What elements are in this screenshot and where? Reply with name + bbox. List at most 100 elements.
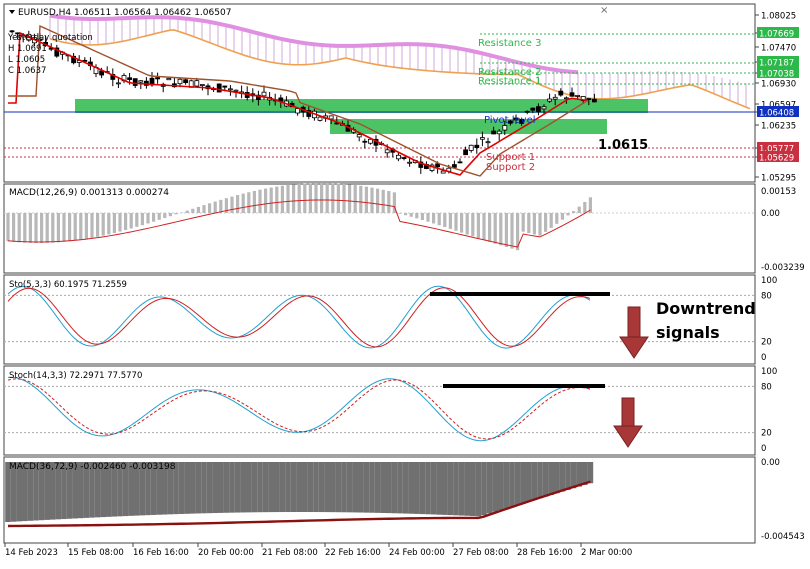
macd-hist-bar — [101, 213, 105, 236]
macd-hist-bar — [572, 211, 576, 213]
candle-body[interactable] — [328, 115, 334, 120]
macd2-hist-bar — [262, 462, 269, 513]
candle-body[interactable] — [586, 98, 592, 101]
candle-body[interactable] — [401, 157, 407, 159]
candle-body[interactable] — [166, 78, 172, 81]
dropdown-arrow-icon[interactable] — [9, 10, 15, 14]
candle-body[interactable] — [530, 107, 536, 111]
macd-hist-bar — [292, 184, 296, 213]
candle-body[interactable] — [356, 134, 362, 138]
candle-body[interactable] — [552, 96, 558, 100]
price-tag — [757, 106, 799, 117]
candle-body[interactable] — [216, 83, 222, 93]
candle-body[interactable] — [183, 79, 189, 84]
candle-body[interactable] — [255, 94, 261, 101]
candle-body[interactable] — [519, 118, 524, 124]
level-labels: Resistance 3 Resistance 2 Resistance 1 P… — [478, 38, 648, 173]
macd-hist-bar — [588, 197, 592, 213]
candle-body[interactable] — [558, 90, 564, 96]
candle-body[interactable] — [468, 144, 474, 151]
candle-body[interactable] — [440, 170, 446, 174]
macd-hist-bar — [392, 192, 396, 213]
candle-body[interactable] — [177, 78, 183, 85]
candle-body[interactable] — [507, 120, 513, 124]
candle-body[interactable] — [575, 94, 580, 97]
close-icon[interactable]: × — [600, 5, 608, 16]
candle-body[interactable] — [502, 125, 508, 131]
candle-body[interactable] — [451, 164, 457, 168]
macd2-hist-bar — [234, 462, 241, 513]
candle-body[interactable] — [418, 161, 424, 168]
candle-body[interactable] — [463, 149, 469, 156]
candle-body[interactable] — [71, 55, 76, 64]
candle-body[interactable] — [261, 91, 267, 97]
candle-body[interactable] — [362, 140, 368, 143]
macd2-hist-bar — [475, 462, 482, 517]
macd2-hist-bar — [447, 462, 454, 516]
candle-body[interactable] — [457, 161, 463, 164]
candle-body[interactable] — [334, 122, 340, 125]
candle-body[interactable] — [547, 98, 552, 102]
candle-body[interactable] — [524, 110, 530, 113]
price-scale[interactable]: 1.08025 1.07669 1.07470 1.071871.070381.069… — [755, 12, 799, 184]
candle-body[interactable] — [435, 163, 441, 168]
candle-body[interactable] — [155, 77, 161, 80]
candle-body[interactable] — [132, 78, 138, 86]
macd-hist-bar — [219, 199, 223, 213]
candle-body[interactable] — [479, 137, 485, 140]
candle-body[interactable] — [99, 70, 104, 76]
macd-pane[interactable] — [3, 183, 756, 274]
candle-body[interactable] — [37, 38, 43, 41]
candle-body[interactable] — [233, 89, 239, 92]
candle-body[interactable] — [127, 77, 132, 80]
candle-body[interactable] — [407, 161, 413, 164]
candle-body[interactable] — [513, 117, 519, 121]
macd-hist-bar — [544, 213, 548, 232]
candle-body[interactable] — [54, 47, 60, 57]
macd-hist-bar — [583, 201, 587, 213]
macd-hist-bar — [286, 185, 290, 213]
candle-body[interactable] — [367, 138, 373, 144]
macd2-hist-bar — [268, 462, 274, 513]
macd2-hist-bar — [470, 462, 476, 517]
candle-body[interactable] — [116, 82, 121, 85]
candle-body[interactable] — [541, 106, 547, 110]
candle-body[interactable] — [199, 84, 205, 86]
macd2-hist-bar — [55, 462, 62, 520]
candle-body[interactable] — [9, 30, 15, 33]
stoch-main-line — [7, 285, 591, 349]
candle-body[interactable] — [317, 116, 323, 121]
macd-hist-bar — [336, 183, 340, 213]
candle-body[interactable] — [485, 141, 491, 144]
support-2-label: Support 2 — [486, 162, 535, 173]
lower-green-zone — [330, 119, 607, 134]
candle-body[interactable] — [474, 144, 480, 149]
price-tick-label: 1.05295 — [761, 174, 796, 184]
macd-hist-bar — [308, 183, 312, 213]
candle-body[interactable] — [227, 88, 233, 91]
macd2-hist-bar — [436, 462, 442, 515]
macd-hist-bar — [348, 184, 352, 213]
candle-body[interactable] — [295, 108, 301, 114]
macd2-hist-bar — [128, 462, 134, 516]
candle-body[interactable] — [395, 154, 401, 160]
candle-body[interactable] — [569, 92, 575, 97]
candle-body[interactable] — [384, 149, 390, 154]
chart-header: EURUSD,H4 1.06511 1.06564 1.06462 1.0650… — [7, 8, 231, 76]
candle-body[interactable] — [138, 80, 144, 83]
candle-body[interactable] — [496, 130, 502, 135]
macd-hist-bar — [370, 187, 374, 213]
candle-body[interactable] — [306, 110, 312, 117]
candle-body[interactable] — [222, 85, 228, 88]
pink-line — [49, 13, 579, 75]
macd2-hist-bar — [150, 462, 157, 515]
candle-body[interactable] — [491, 130, 497, 135]
low-label: L 1.0605 — [8, 55, 45, 65]
macd2-hist-bar — [195, 462, 202, 514]
candle-body[interactable] — [592, 98, 597, 103]
macd-hist-bar — [454, 213, 458, 231]
candle-body[interactable] — [536, 106, 541, 113]
macd-hist-bar — [185, 210, 189, 213]
macd-hist-bar — [258, 189, 262, 213]
candle-body[interactable] — [194, 80, 200, 87]
